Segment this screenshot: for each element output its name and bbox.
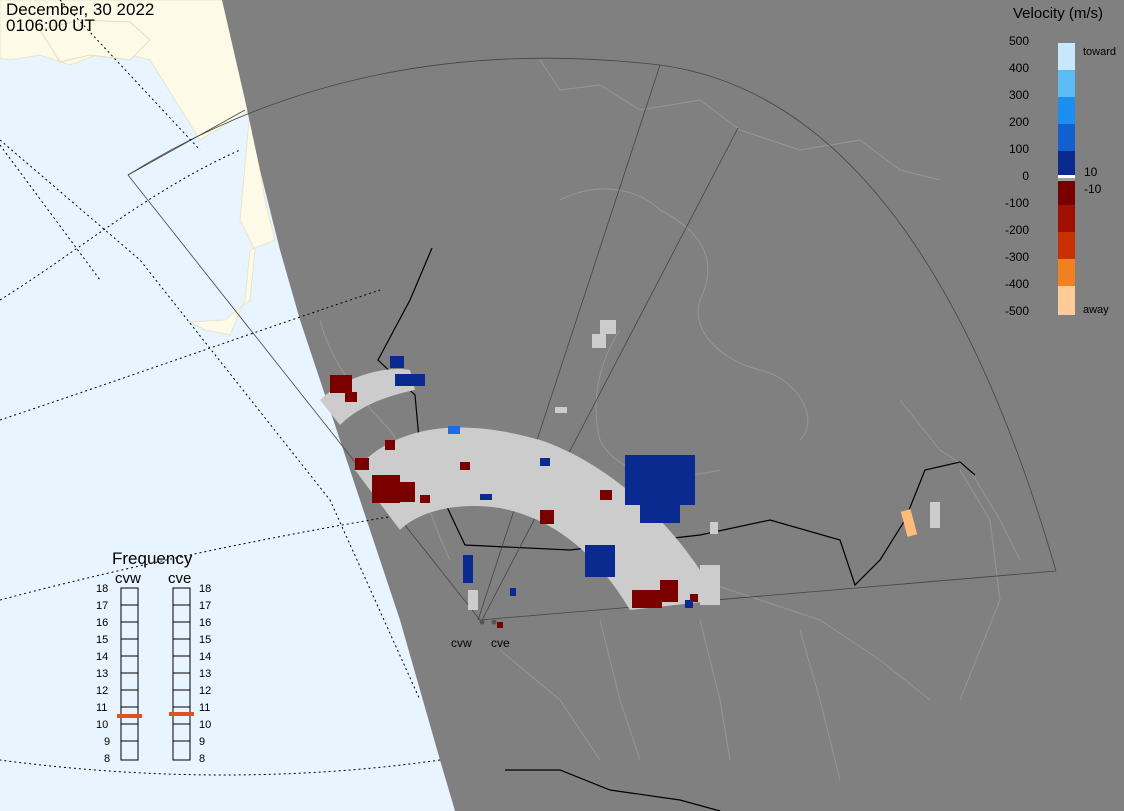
bering-land bbox=[39, 19, 151, 63]
velocity-away-fast-cell bbox=[900, 509, 918, 537]
time-label: 0106:00 UT bbox=[6, 16, 95, 35]
radar-label-cve: cve bbox=[491, 636, 510, 650]
freq-tick-10: 10 bbox=[96, 719, 109, 731]
freq-tick-15: 15 bbox=[96, 634, 109, 646]
colorbar-inner-tick-minus-10: -10 bbox=[1084, 182, 1102, 196]
frequency-marker-cvw bbox=[117, 714, 142, 718]
freq-tick-17-right: 17 bbox=[199, 600, 212, 612]
frequency-radar-cvw: cvw bbox=[115, 570, 141, 587]
alaska-peninsula bbox=[188, 109, 276, 336]
frequency-radar-cve: cve bbox=[168, 570, 192, 587]
freq-tick-9-right: 9 bbox=[199, 736, 206, 748]
freq-tick-8-right: 8 bbox=[199, 753, 206, 765]
colorbar-tick-200: 200 bbox=[1008, 115, 1029, 129]
freq-tick-13-right: 13 bbox=[199, 668, 212, 680]
colorbar-tick-minus-100: -100 bbox=[1004, 196, 1029, 210]
date-label: December, 30 2022 bbox=[6, 0, 155, 19]
freq-tick-13: 13 bbox=[96, 668, 109, 680]
freq-tick-17: 17 bbox=[96, 600, 109, 612]
freq-tick-8: 8 bbox=[104, 753, 111, 765]
colorbar-tick-0: 0 bbox=[1022, 169, 1029, 183]
colorbar-toward-label: toward bbox=[1083, 46, 1117, 58]
freq-tick-14-right: 14 bbox=[199, 651, 212, 663]
velocity-colorbar bbox=[1058, 43, 1075, 315]
colorbar-tick-400: 400 bbox=[1008, 61, 1029, 75]
colorbar-tick-minus-500: -500 bbox=[1004, 304, 1029, 318]
colorbar-title: Velocity (m/s) bbox=[1013, 5, 1104, 22]
radar-site-cvw bbox=[479, 619, 485, 625]
ground-scatter-cells bbox=[468, 320, 940, 610]
lat-lon-grid bbox=[0, 0, 501, 776]
colorbar-inner-tick-10: 10 bbox=[1084, 165, 1098, 179]
night-region bbox=[222, 0, 1124, 811]
frequency-title: Frequency bbox=[112, 549, 193, 568]
freq-tick-10-right: 10 bbox=[199, 719, 212, 731]
colorbar-tick-100: 100 bbox=[1008, 142, 1029, 156]
colorbar-tick-minus-400: -400 bbox=[1004, 277, 1029, 291]
colorbar-away-label: away bbox=[1083, 304, 1109, 316]
colorbar-tick-minus-200: -200 bbox=[1004, 223, 1029, 237]
freq-tick-16: 16 bbox=[96, 617, 109, 629]
colorbar-tick-500: 500 bbox=[1008, 34, 1029, 48]
freq-tick-18: 18 bbox=[96, 583, 109, 595]
frequency-marker-cve bbox=[169, 712, 194, 716]
freq-tick-18-right: 18 bbox=[199, 583, 212, 595]
colorbar-tick-minus-300: -300 bbox=[1004, 250, 1029, 264]
frequency-panel bbox=[120, 587, 191, 761]
radar-label-cvw: cvw bbox=[451, 636, 472, 650]
velocity-toward-cells bbox=[390, 356, 695, 608]
radar-fov bbox=[127, 57, 1057, 621]
ground-scatter-band bbox=[355, 427, 720, 610]
freq-tick-15-right: 15 bbox=[199, 634, 212, 646]
freq-tick-11: 11 bbox=[96, 702, 108, 714]
velocity-away-cells bbox=[330, 375, 698, 628]
freq-tick-12-right: 12 bbox=[199, 685, 212, 697]
colorbar-tick-300: 300 bbox=[1008, 88, 1029, 102]
freq-tick-11-right: 11 bbox=[199, 702, 211, 714]
freq-tick-12: 12 bbox=[96, 685, 109, 697]
radar-site-cve bbox=[491, 619, 497, 625]
velocity-toward-fast-cell bbox=[448, 426, 460, 434]
ground-scatter-north bbox=[320, 369, 415, 425]
freq-tick-16-right: 16 bbox=[199, 617, 212, 629]
freq-tick-9: 9 bbox=[104, 736, 111, 748]
freq-tick-14: 14 bbox=[96, 651, 109, 663]
